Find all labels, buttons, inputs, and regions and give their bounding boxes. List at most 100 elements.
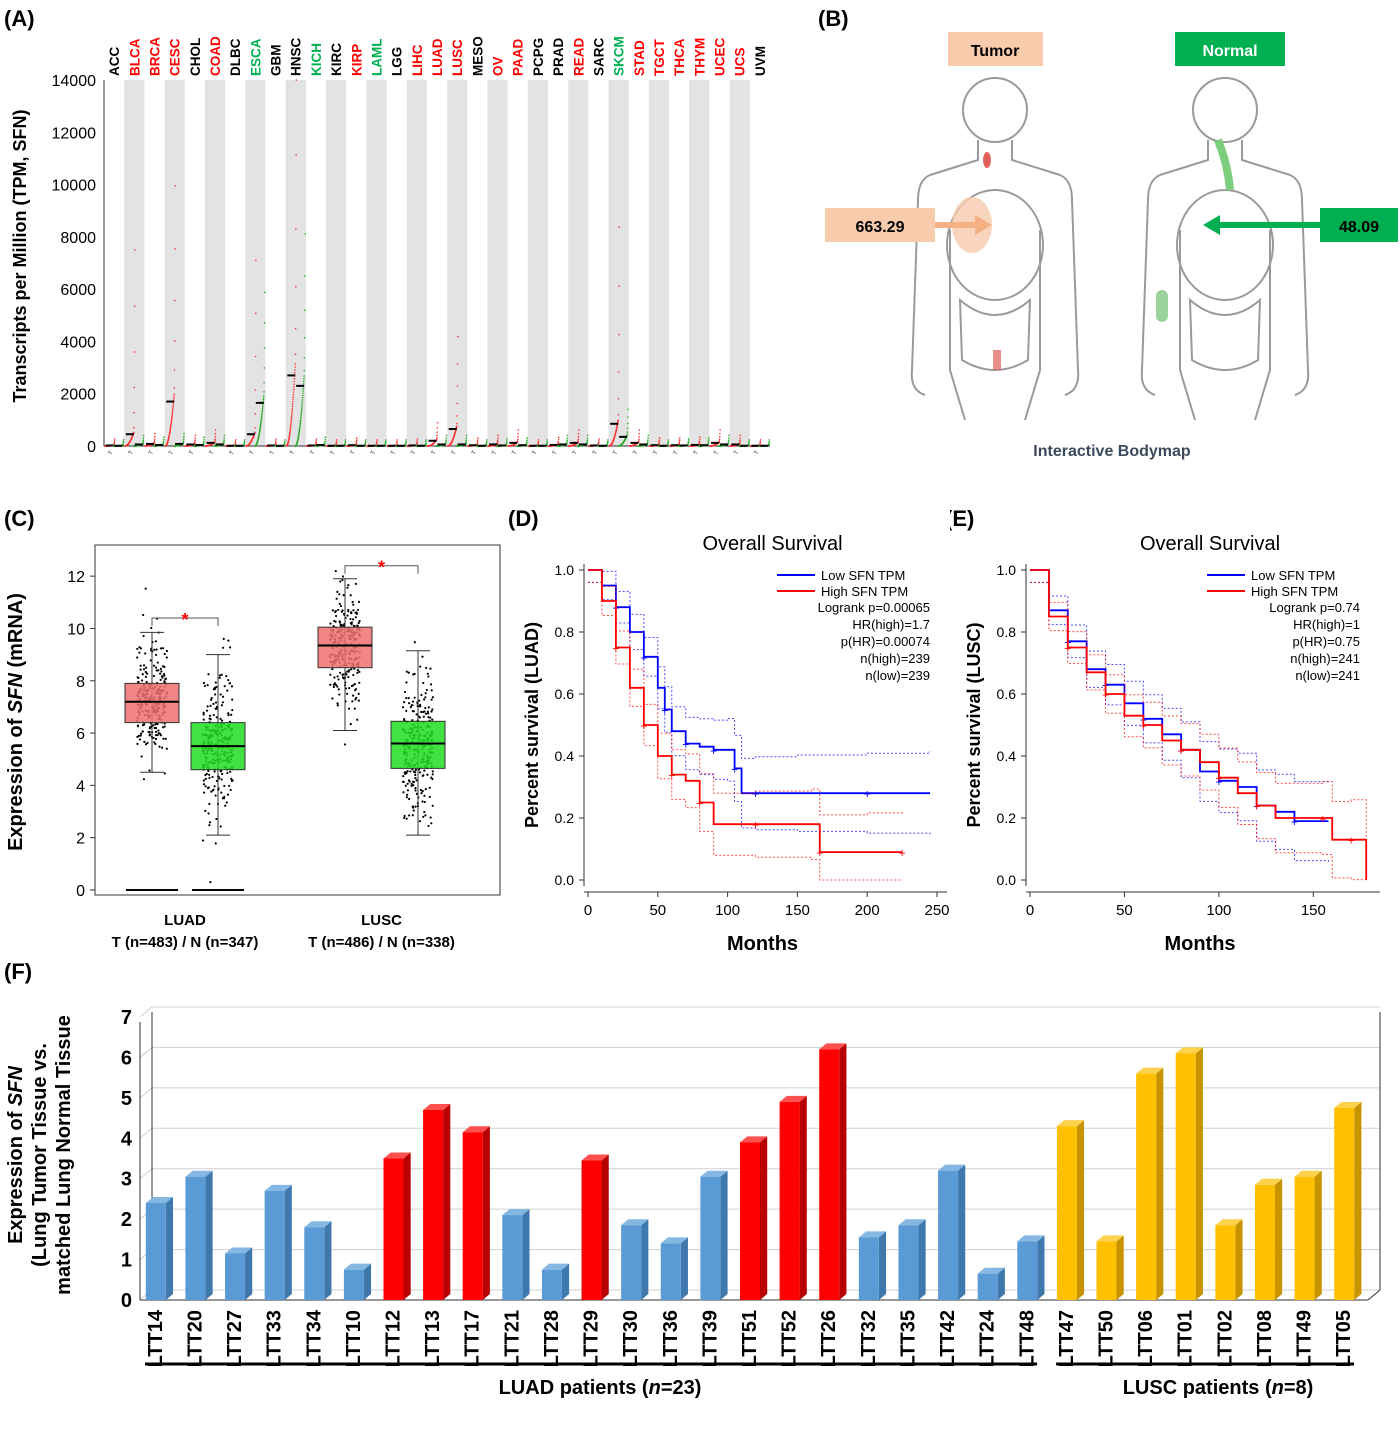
a-data-point xyxy=(290,422,292,424)
a-sample-label: T xyxy=(108,450,115,456)
a-data-point xyxy=(476,441,479,443)
c-jitter-point xyxy=(210,696,213,700)
a-data-point xyxy=(260,419,263,422)
a-data-point xyxy=(298,430,301,433)
a-data-point xyxy=(416,438,419,440)
a-shade-column xyxy=(729,80,750,446)
a-cancer-label: THCA xyxy=(672,38,687,76)
a-data-point xyxy=(436,427,439,429)
a-data-point xyxy=(289,426,292,429)
a-data-point xyxy=(759,440,762,443)
a-cancer-label: KICH xyxy=(309,43,324,76)
c-jitter-point xyxy=(144,652,147,655)
a-data-point xyxy=(214,432,217,435)
c-jitter-point xyxy=(149,726,152,729)
a-data-point xyxy=(496,441,499,443)
c-jitter-point xyxy=(338,693,341,696)
a-data-point xyxy=(698,438,701,441)
a-data-point xyxy=(284,439,286,441)
tumor-body-silhouette xyxy=(910,77,1080,421)
c-jitter-point xyxy=(214,701,218,704)
c-jitter-point xyxy=(154,742,157,746)
c-jitter-point xyxy=(352,684,355,687)
a-sample-label: T xyxy=(289,450,296,456)
a-data-point xyxy=(261,410,264,413)
a-data-point xyxy=(486,439,488,441)
a-data-point xyxy=(223,434,226,437)
a-data-point xyxy=(291,407,294,409)
a-data-point xyxy=(526,439,528,442)
a-sample-label: T xyxy=(572,450,579,456)
a-data-point xyxy=(376,439,378,441)
a-data-point xyxy=(153,440,156,442)
a-shade-column xyxy=(568,80,589,446)
c-jitter-point xyxy=(219,717,222,720)
a-data-point xyxy=(739,437,741,439)
a-cancer-label: UCEC xyxy=(713,37,728,76)
a-data-point xyxy=(171,417,173,419)
a-sample-label: T xyxy=(189,450,196,456)
c-jitter-point xyxy=(349,617,352,621)
a-data-point xyxy=(172,404,174,407)
tumor-rectum-highlight xyxy=(993,350,1001,370)
a-data-point xyxy=(335,442,338,444)
a-data-point xyxy=(234,439,237,441)
a-sample-label: T xyxy=(451,450,458,456)
panel-b-label: (B) xyxy=(818,6,849,31)
a-cancer-label: PCPG xyxy=(531,38,546,76)
a-shade-column xyxy=(124,80,145,446)
a-data-point xyxy=(263,322,266,324)
a-data-point xyxy=(546,442,548,444)
a-data-point xyxy=(355,439,358,442)
c-jitter-point xyxy=(142,634,145,638)
c-jitter-point xyxy=(354,582,358,585)
a-y-tick-label: 14000 xyxy=(52,73,97,90)
a-data-point xyxy=(259,424,262,427)
a-data-point xyxy=(291,411,293,414)
c-group-subtitle: T (n=483) / N (n=347) xyxy=(112,934,259,951)
a-cancer-label: SARC xyxy=(591,37,606,76)
a-cancer-label: UVM xyxy=(753,46,768,76)
c-y-tick-label: 0 xyxy=(76,883,85,900)
a-data-point xyxy=(477,437,479,439)
c-jitter-point xyxy=(202,718,205,721)
c-jitter-point xyxy=(203,684,206,688)
a-data-point xyxy=(113,438,116,440)
a-data-point xyxy=(295,228,297,230)
a-data-point xyxy=(299,418,302,420)
a-data-point xyxy=(577,438,580,440)
a-data-point xyxy=(445,439,447,442)
c-jitter-point xyxy=(137,681,140,684)
a-data-point xyxy=(302,390,304,392)
a-data-point xyxy=(300,409,303,411)
c-jitter-point xyxy=(145,672,149,675)
a-data-point xyxy=(263,347,266,349)
a-sample-label: T xyxy=(471,450,478,456)
a-cancer-label: LAML xyxy=(369,39,384,77)
a-sample-label: T xyxy=(370,450,377,456)
a-cancer-label: BRCA xyxy=(147,37,162,76)
c-jitter-point xyxy=(228,784,231,787)
c-jitter-point xyxy=(221,772,224,776)
a-data-point xyxy=(162,438,165,441)
a-data-point xyxy=(243,442,246,444)
a-data-point xyxy=(182,441,185,444)
a-data-point xyxy=(292,393,295,396)
a-data-point xyxy=(526,437,528,439)
a-data-point xyxy=(385,439,387,441)
a-data-point xyxy=(678,441,681,443)
a-data-point xyxy=(405,440,407,443)
a-data-point xyxy=(171,409,174,412)
c-jitter-point xyxy=(214,794,217,797)
a-data-point xyxy=(243,439,246,441)
c-jitter-point xyxy=(213,770,216,773)
a-data-point xyxy=(264,291,266,294)
a-data-point xyxy=(174,299,176,302)
a-data-point xyxy=(171,415,173,418)
c-jitter-point xyxy=(214,842,217,845)
c-jitter-point xyxy=(144,675,148,679)
a-data-point xyxy=(203,440,205,443)
a-data-point xyxy=(456,422,458,425)
c-jitter-point xyxy=(228,646,232,649)
